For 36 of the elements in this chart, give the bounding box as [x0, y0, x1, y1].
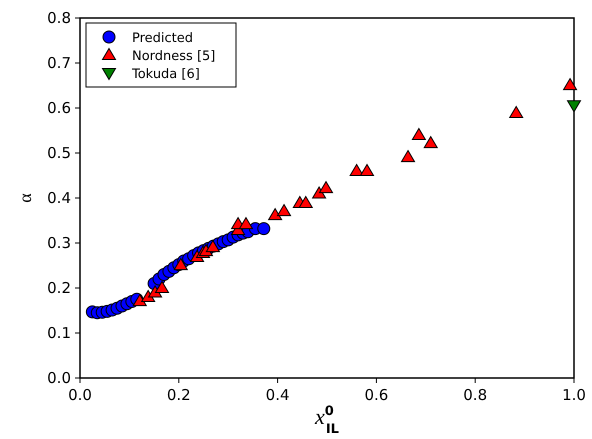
x-tick-label: 0.6: [364, 386, 388, 404]
point: [155, 281, 170, 294]
y-tick-label: 0.5: [47, 144, 71, 162]
point: [312, 186, 326, 199]
point: [563, 78, 578, 90]
y-tick-label: 0.2: [47, 279, 71, 297]
point: [360, 164, 374, 176]
point: [412, 128, 426, 140]
point: [238, 217, 253, 230]
point: [277, 204, 292, 216]
legend-label: Predicted: [132, 31, 194, 46]
x-tick-label: 0.8: [463, 386, 488, 404]
y-tick-label: 0.8: [47, 9, 71, 27]
point: [257, 222, 270, 236]
legend-label: Nordness [5]: [132, 49, 216, 64]
x-tick-label: 1.0: [562, 386, 586, 404]
point: [401, 150, 416, 162]
y-tick-label: 0.4: [47, 189, 71, 207]
point: [174, 258, 188, 270]
point: [319, 181, 334, 194]
y-tick-label: 0.6: [47, 99, 71, 117]
y-axis-title: α: [15, 192, 35, 203]
x-tick-label: 0.4: [266, 386, 290, 404]
point: [350, 164, 364, 176]
x-tick-label: 0.0: [68, 386, 92, 404]
x-tick-label: 0.2: [166, 386, 191, 404]
y-tick-label: 0.7: [47, 54, 71, 72]
y-tick-label: 0.1: [47, 324, 71, 342]
point: [509, 106, 524, 118]
point: [132, 294, 147, 306]
point: [298, 196, 313, 208]
y-tick-label: 0.3: [47, 234, 71, 252]
point: [268, 208, 282, 220]
point: [424, 136, 438, 148]
y-tick-label: 0.0: [47, 369, 71, 387]
legend-label: Tokuda [6]: [131, 67, 200, 82]
